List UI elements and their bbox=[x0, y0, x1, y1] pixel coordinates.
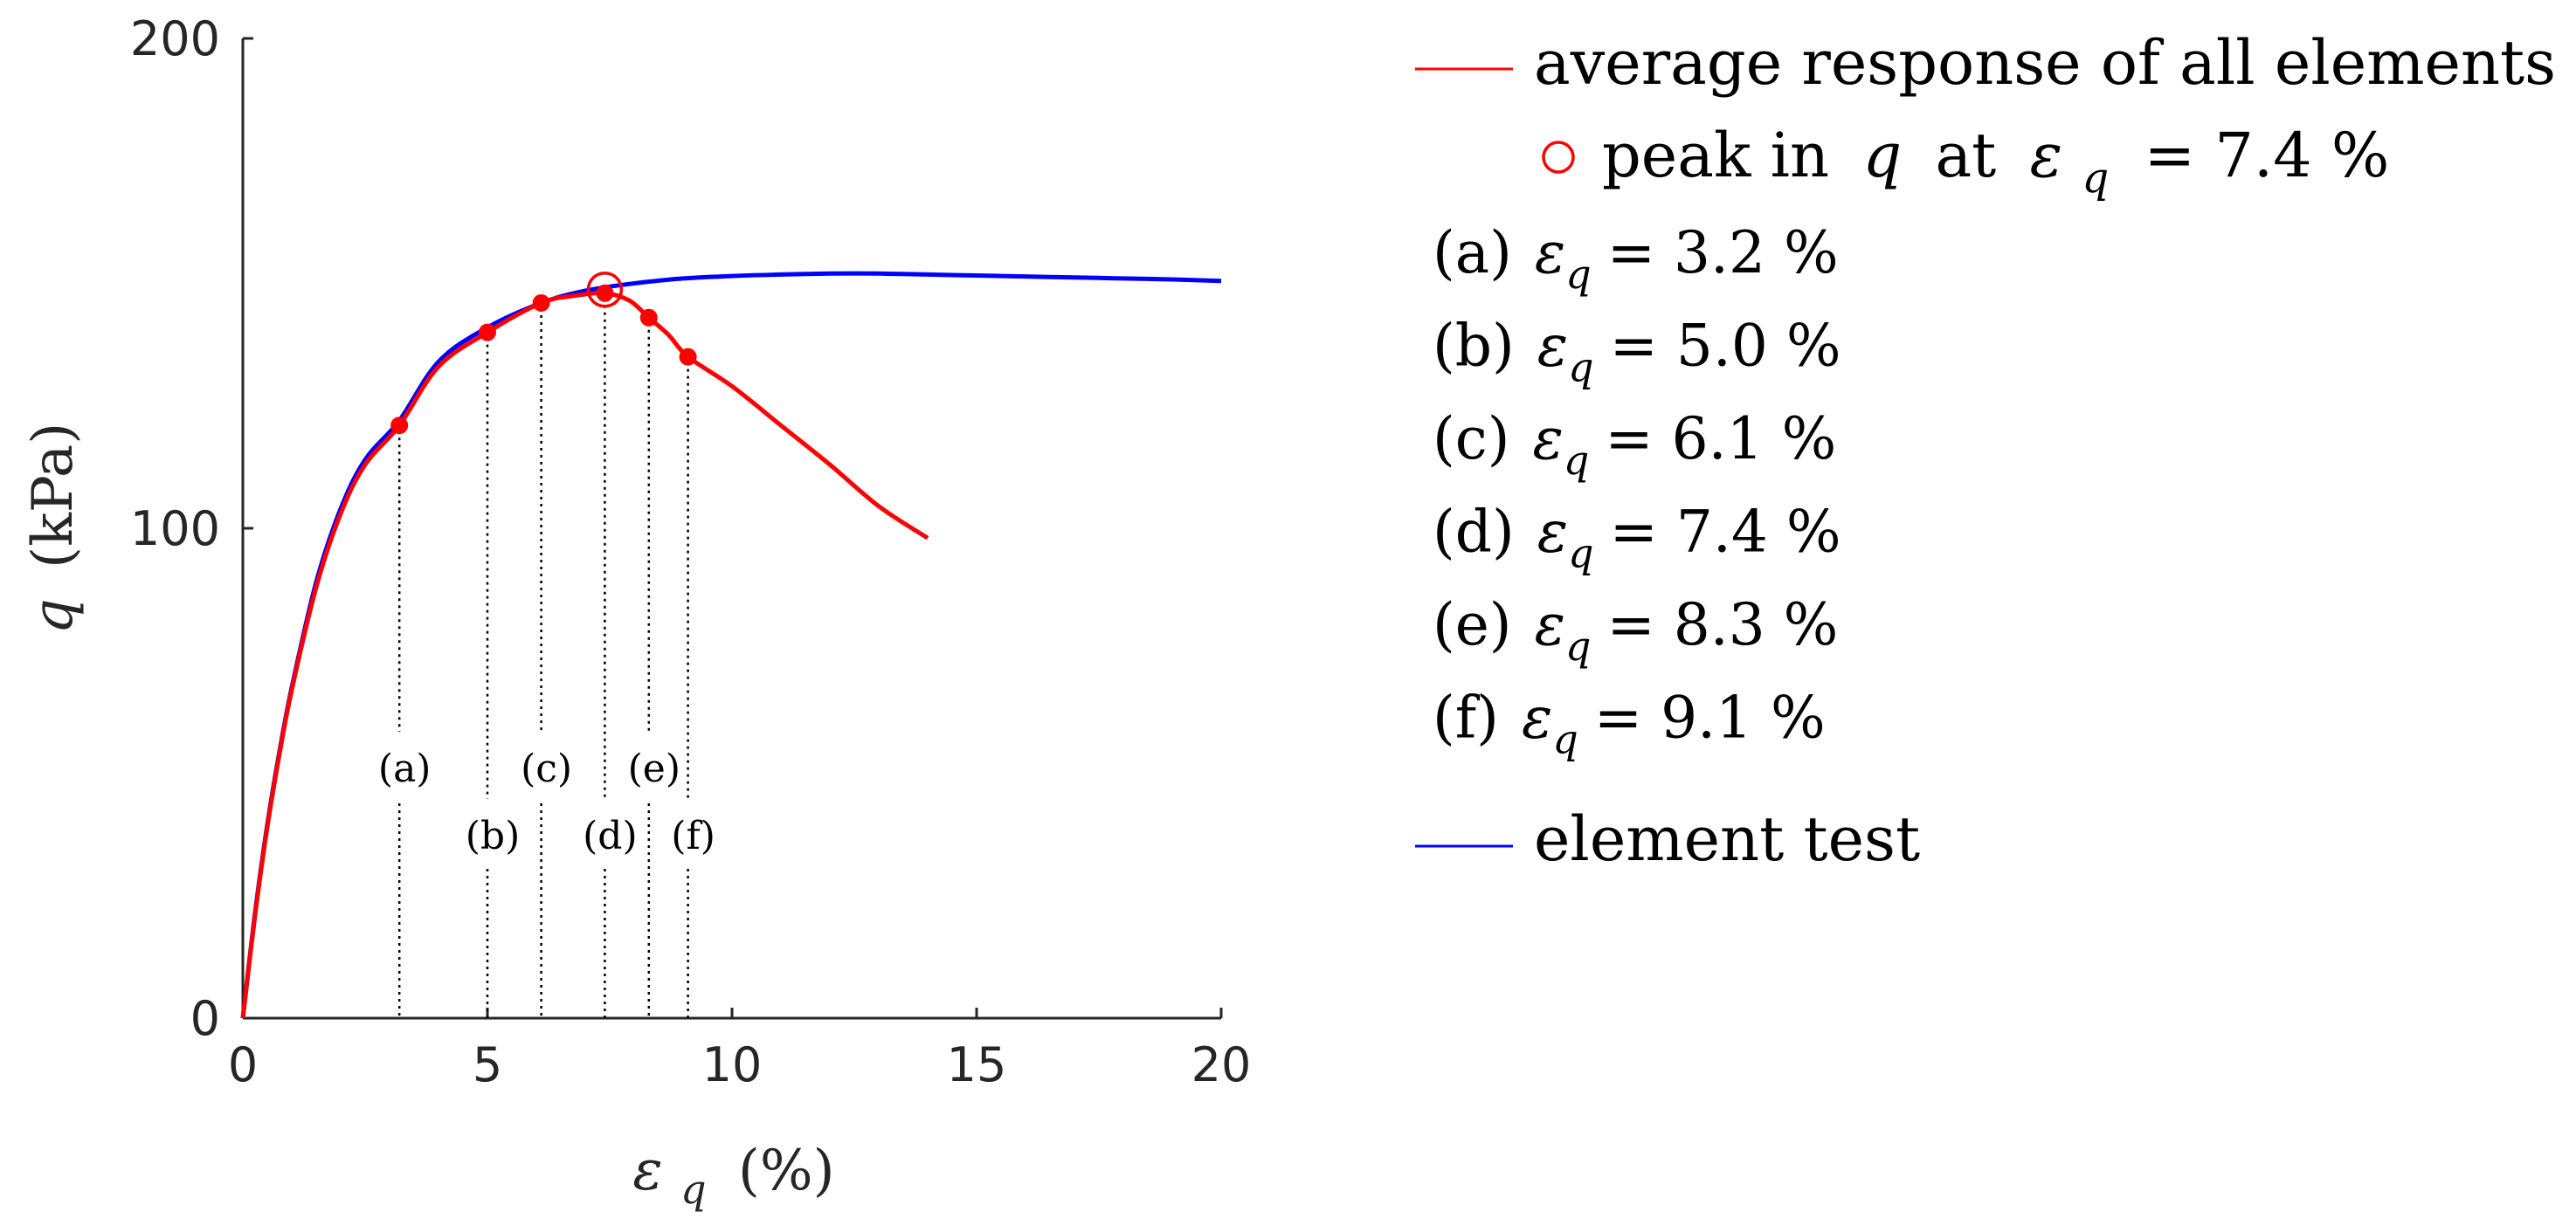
x-tick-label-1: 5 bbox=[473, 1037, 502, 1092]
x-axis-subscript: q bbox=[680, 1166, 706, 1213]
case-value-1: = 5.0 % bbox=[1610, 313, 1841, 380]
legend-element-label: element test bbox=[1534, 803, 1920, 875]
marker-dot-2 bbox=[532, 293, 550, 312]
case-value-0: = 3.2 % bbox=[1607, 219, 1839, 286]
case-eps-5: ε bbox=[1522, 685, 1552, 752]
y-tick-label-0: 0 bbox=[190, 991, 220, 1046]
marker-dot-0 bbox=[390, 417, 409, 435]
y-tick-label-2: 200 bbox=[130, 11, 220, 66]
average-response-line bbox=[240, 290, 929, 1019]
case-tag-2: (c) bbox=[1433, 405, 1509, 472]
case-sub-1: q bbox=[1568, 344, 1593, 391]
x-tick-label-0: 0 bbox=[228, 1037, 258, 1092]
legend-peak-symbol: q bbox=[1862, 120, 1902, 191]
case-item-3: (d) εq = 7.4 % bbox=[1433, 499, 1841, 577]
drop-lines bbox=[397, 305, 689, 1018]
x-axis-title: ε q (%) bbox=[632, 1139, 834, 1217]
x-tick-label-3: 15 bbox=[947, 1037, 1007, 1092]
case-item-4: (e) εq = 8.3 % bbox=[1433, 591, 1838, 670]
case-tag-0: (a) bbox=[1433, 219, 1512, 286]
x-axis-symbol: ε bbox=[632, 1139, 662, 1203]
marker-label-5: (f) bbox=[671, 814, 715, 858]
legend-average-label: average response of all elements bbox=[1534, 27, 2556, 99]
case-eps-3: ε bbox=[1537, 499, 1568, 566]
legend-peak-label: peak in q at ε q = 7.4 % bbox=[1602, 120, 2389, 207]
legend-peak-swatch bbox=[1542, 141, 1575, 174]
legend-peak-eps: ε bbox=[2030, 120, 2063, 191]
marker-label-3: (d) bbox=[583, 814, 638, 858]
case-eps-1: ε bbox=[1537, 313, 1568, 380]
case-tag-4: (e) bbox=[1433, 591, 1512, 658]
y-axis-unit: (kPa) bbox=[21, 423, 86, 568]
marker-dot-4 bbox=[639, 308, 658, 327]
case-item-1: (b) εq = 5.0 % bbox=[1433, 313, 1841, 391]
case-item-0: (a) εq = 3.2 % bbox=[1433, 219, 1839, 298]
case-item-2: (c) εq = 6.1 % bbox=[1433, 405, 1836, 484]
y-tick-label-1: 100 bbox=[130, 501, 220, 556]
case-item-5: (f) εq = 9.1 % bbox=[1433, 685, 1826, 763]
x-tick-label-4: 20 bbox=[1191, 1037, 1252, 1092]
marker-label-0: (a) bbox=[378, 747, 432, 791]
marker-label-2: (c) bbox=[521, 747, 572, 791]
marker-dot-1 bbox=[479, 323, 496, 341]
case-value-4: = 8.3 % bbox=[1606, 591, 1838, 658]
marker-dot-5 bbox=[679, 348, 697, 366]
case-sub-2: q bbox=[1564, 437, 1589, 484]
legend-peak-sub: q bbox=[2082, 154, 2109, 203]
case-tag-3: (d) bbox=[1433, 499, 1515, 566]
case-value-5: = 9.1 % bbox=[1594, 685, 1826, 752]
legend: average response of all elements peak in… bbox=[1415, 27, 2556, 875]
case-sub-3: q bbox=[1568, 530, 1593, 577]
case-list: (a) εq = 3.2 %(b) εq = 5.0 %(c) εq = 6.1 %(d) ε… bbox=[1433, 219, 1841, 763]
x-tick-label-2: 10 bbox=[702, 1037, 763, 1092]
case-sub-5: q bbox=[1552, 716, 1578, 763]
y-axis-symbol: q bbox=[21, 598, 86, 634]
case-tag-5: (f) bbox=[1433, 685, 1499, 752]
case-eps-4: ε bbox=[1535, 591, 1565, 658]
case-eps-0: ε bbox=[1535, 219, 1565, 286]
peak-marker bbox=[586, 271, 624, 308]
case-sub-0: q bbox=[1565, 251, 1591, 298]
marker-label-1: (b) bbox=[466, 814, 521, 858]
marker-label-4: (e) bbox=[628, 747, 680, 791]
case-value-3: = 7.4 % bbox=[1610, 499, 1841, 566]
case-tag-1: (b) bbox=[1433, 313, 1515, 380]
marker-labels: (a) (b)(c)(d) (e) (f) bbox=[378, 747, 715, 858]
case-value-2: = 6.1 % bbox=[1605, 405, 1836, 472]
case-eps-2: ε bbox=[1532, 405, 1563, 472]
legend-peak-mid: at bbox=[1935, 120, 1996, 191]
legend-peak-prefix: peak in bbox=[1602, 120, 1829, 191]
y-axis-title: q (kPa) bbox=[21, 423, 86, 634]
case-sub-4: q bbox=[1565, 623, 1591, 670]
legend-peak-value: = 7.4 % bbox=[2144, 120, 2389, 191]
marker-dot-3 bbox=[596, 284, 614, 302]
marker-dots bbox=[390, 284, 697, 435]
x-axis-unit: (%) bbox=[738, 1139, 835, 1203]
